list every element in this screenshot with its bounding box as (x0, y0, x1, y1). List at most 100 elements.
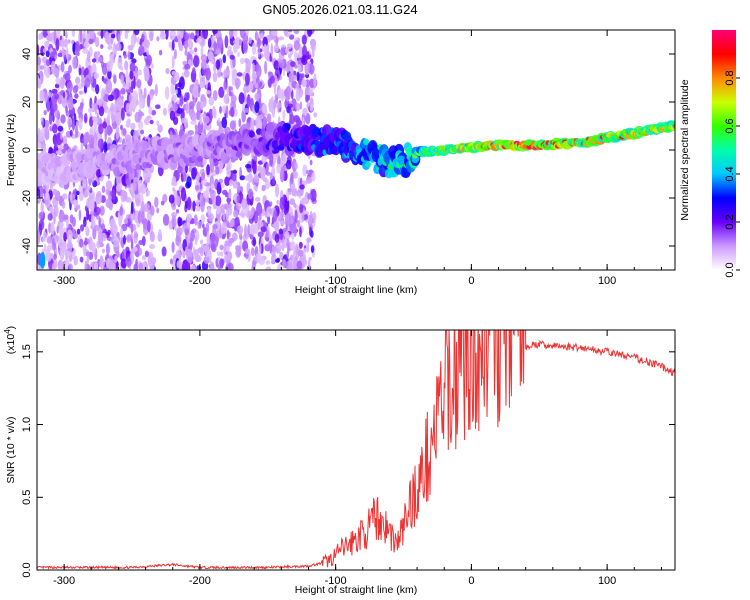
spectrogram-cell (216, 36, 223, 49)
spectrogram-cell (273, 82, 277, 96)
spectrogram-cell (89, 73, 94, 85)
spectrogram-cell (200, 101, 206, 107)
spectrogram-cell (49, 206, 54, 213)
spectrogram-cell (186, 176, 192, 188)
spectrogram-cell (313, 112, 318, 118)
spectrogram-cell (308, 89, 314, 96)
spectrogram-cell (253, 175, 260, 184)
spectrogram-cell (84, 260, 88, 270)
spectrogram-cell (37, 142, 42, 149)
spectrogram-cell (184, 92, 189, 102)
spectrogram-cell (171, 39, 175, 51)
spectrogram-cell (247, 210, 254, 219)
spectrogram-cell (158, 49, 163, 56)
spectrogram-cell (248, 37, 252, 44)
spectrogram-cell (83, 190, 88, 198)
spectrogram-cell (40, 201, 44, 214)
spectrogram-cell (221, 105, 227, 114)
spectrogram-cell (200, 214, 206, 225)
spectrogram-cell (92, 214, 96, 225)
spectrogram-cell (56, 30, 61, 38)
snr-y-tick-label: 1.5 (21, 344, 33, 359)
spectrogram-cell (257, 37, 261, 49)
spectrogram-cell (215, 166, 220, 175)
spectrogram-cell (104, 107, 108, 114)
spectrogram-cell (191, 264, 196, 270)
spectrogram-cell (192, 85, 199, 99)
spectrogram-cell (41, 237, 46, 242)
spectrogram-cell (125, 102, 131, 114)
spectrogram-cell (76, 190, 80, 196)
spectrogram-cell (293, 223, 297, 237)
spectrogram-ridge-cell (365, 161, 372, 168)
spectrogram-cell (310, 230, 314, 238)
spectrogram-cell (203, 255, 210, 265)
spectrogram-cell (72, 56, 78, 69)
spectrogram-cell (199, 248, 204, 257)
spectrogram-cell (66, 47, 69, 61)
spectrogram-cell (224, 69, 231, 76)
spectrogram-cell (252, 62, 255, 76)
spectrogram-cell (283, 30, 289, 36)
spectrogram-cell (59, 76, 65, 90)
spectrogram-cell (196, 206, 200, 212)
spectrogram-cell (219, 258, 224, 269)
spectrogram-cell (93, 224, 100, 232)
spectrogram-cell (184, 228, 190, 236)
spectrogram-cell (284, 47, 290, 54)
spectrogram-cell (138, 111, 145, 117)
spectrogram-cell (296, 71, 300, 82)
spectrogram-cell (114, 255, 118, 263)
spectrogram-cell (138, 247, 143, 256)
spectrogram-cell (305, 169, 310, 175)
spectrogram-x-tick-label: -100 (325, 275, 347, 287)
spectrogram-cell (44, 94, 49, 102)
spectrogram-cell (58, 210, 65, 223)
spectrogram-cell (103, 95, 107, 102)
spectrogram-cell (115, 43, 122, 51)
spectrogram-cell (78, 67, 82, 76)
spectrogram-cell (130, 223, 134, 234)
snr-x-label: Height of straight line (km) (295, 584, 418, 596)
spectrogram-cell (137, 210, 142, 224)
spectrogram-cell (141, 34, 145, 41)
spectrogram-cell (64, 72, 71, 82)
spectrogram-cell (89, 97, 93, 110)
spectrogram-cell (172, 103, 178, 112)
colorbar (712, 30, 736, 270)
spectrogram-cell (258, 97, 261, 105)
spectrogram-cell (291, 188, 297, 197)
spectrogram-cell (61, 35, 65, 50)
spectrogram-cell (245, 255, 249, 260)
spectrogram-cell (97, 56, 103, 63)
spectrogram-cell (150, 257, 157, 265)
spectrogram-cell (177, 34, 181, 48)
spectrogram-cell (227, 206, 233, 216)
spectrogram-cell (164, 86, 170, 100)
spectrogram-cell (222, 189, 228, 195)
spectrogram-cell (104, 31, 110, 44)
spectrogram-cell (149, 31, 154, 42)
spectrogram-cell (65, 248, 68, 260)
spectrogram-cell (76, 228, 81, 235)
spectrogram-cell (199, 239, 204, 245)
spectrogram-cell (120, 88, 126, 95)
snr-x-tick-label: -200 (189, 575, 211, 587)
spectrogram-cell (293, 115, 300, 123)
spectrogram-cell (235, 36, 240, 47)
spectrogram-cell (133, 30, 140, 36)
spectrogram-cell (192, 200, 196, 212)
spectrogram-cell (305, 112, 311, 125)
spectrogram-cell (252, 257, 258, 262)
spectrogram-cell (305, 176, 313, 184)
spectrogram-cell (98, 216, 101, 228)
spectrogram-x-tick-label: -300 (53, 275, 75, 287)
spectrogram-cell (125, 30, 130, 34)
spectrogram-cell (313, 73, 317, 88)
colorbar-axis: 0.0 0.2 0.4 0.6 0.8 (724, 70, 740, 278)
spectrogram-cell (265, 260, 271, 265)
spectrogram-cell (270, 96, 275, 110)
spectrogram-cell (85, 251, 91, 257)
spectrogram-cell (227, 262, 234, 270)
spectrogram-cell (154, 83, 158, 97)
